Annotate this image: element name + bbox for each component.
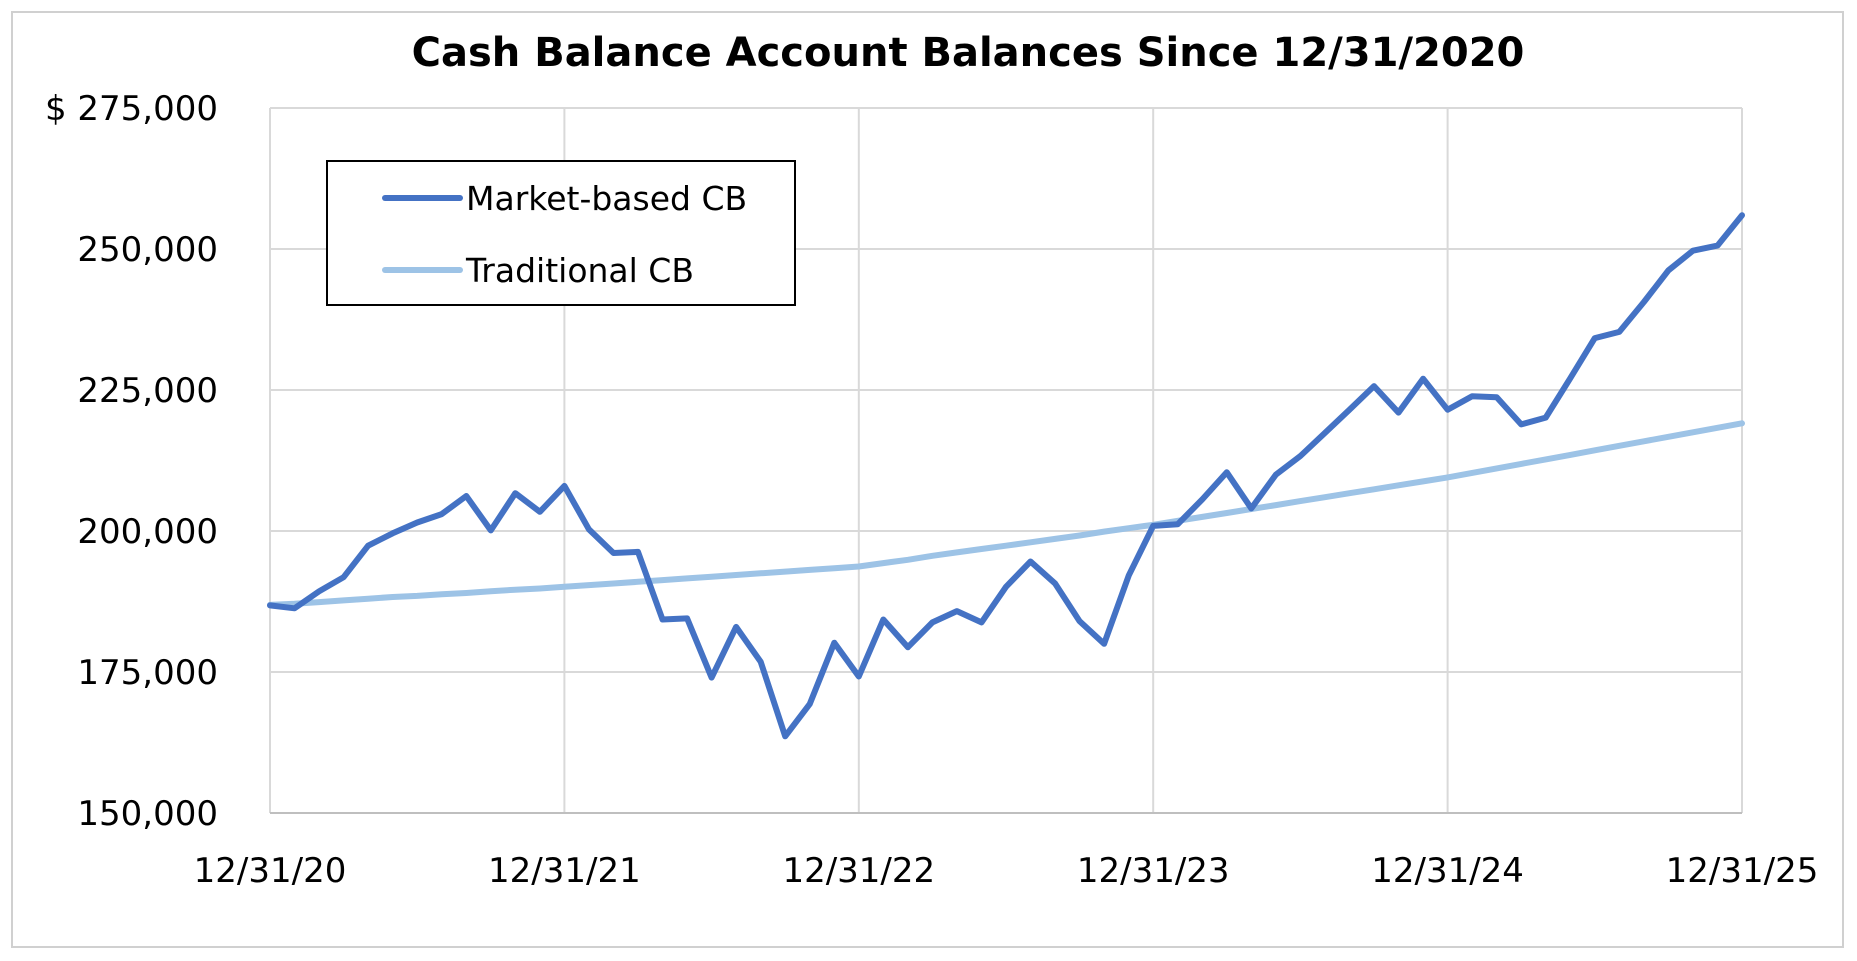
y-tick-label: 225,000: [77, 371, 218, 411]
x-axis-tick-labels: 12/31/20 12/31/21 12/31/22 12/31/23 12/31/24…: [194, 851, 1819, 891]
x-tick-label: 12/31/23: [1077, 851, 1230, 891]
y-tick-label: $ 275,000: [45, 89, 218, 129]
legend-box: [326, 160, 796, 306]
chart-title: Cash Balance Account Balances Since 12/3…: [412, 30, 1525, 76]
x-tick-label: 12/31/24: [1371, 851, 1524, 891]
x-tick-label: 12/31/25: [1666, 851, 1819, 891]
series-line-market-based: [267, 212, 1745, 740]
legend: Market-based CB Traditional CB: [326, 160, 796, 306]
series-line-traditional: [267, 420, 1745, 608]
x-tick-label: 12/31/21: [488, 851, 641, 891]
x-tick-label: 12/31/22: [782, 851, 935, 891]
y-axis-tick-labels: $ 275,000 250,000 225,000 200,000 175,000 150…: [45, 89, 218, 834]
series-lines: [267, 212, 1745, 740]
y-tick-label: 250,000: [77, 230, 218, 270]
y-tick-label: 200,000: [77, 512, 218, 552]
y-tick-label: 150,000: [77, 794, 218, 834]
legend-label-market: Market-based CB: [466, 179, 747, 218]
legend-label-traditional: Traditional CB: [465, 251, 694, 290]
x-tick-label: 12/31/20: [194, 851, 347, 891]
y-tick-label: 175,000: [77, 653, 218, 693]
chart-frame: [11, 11, 1844, 948]
